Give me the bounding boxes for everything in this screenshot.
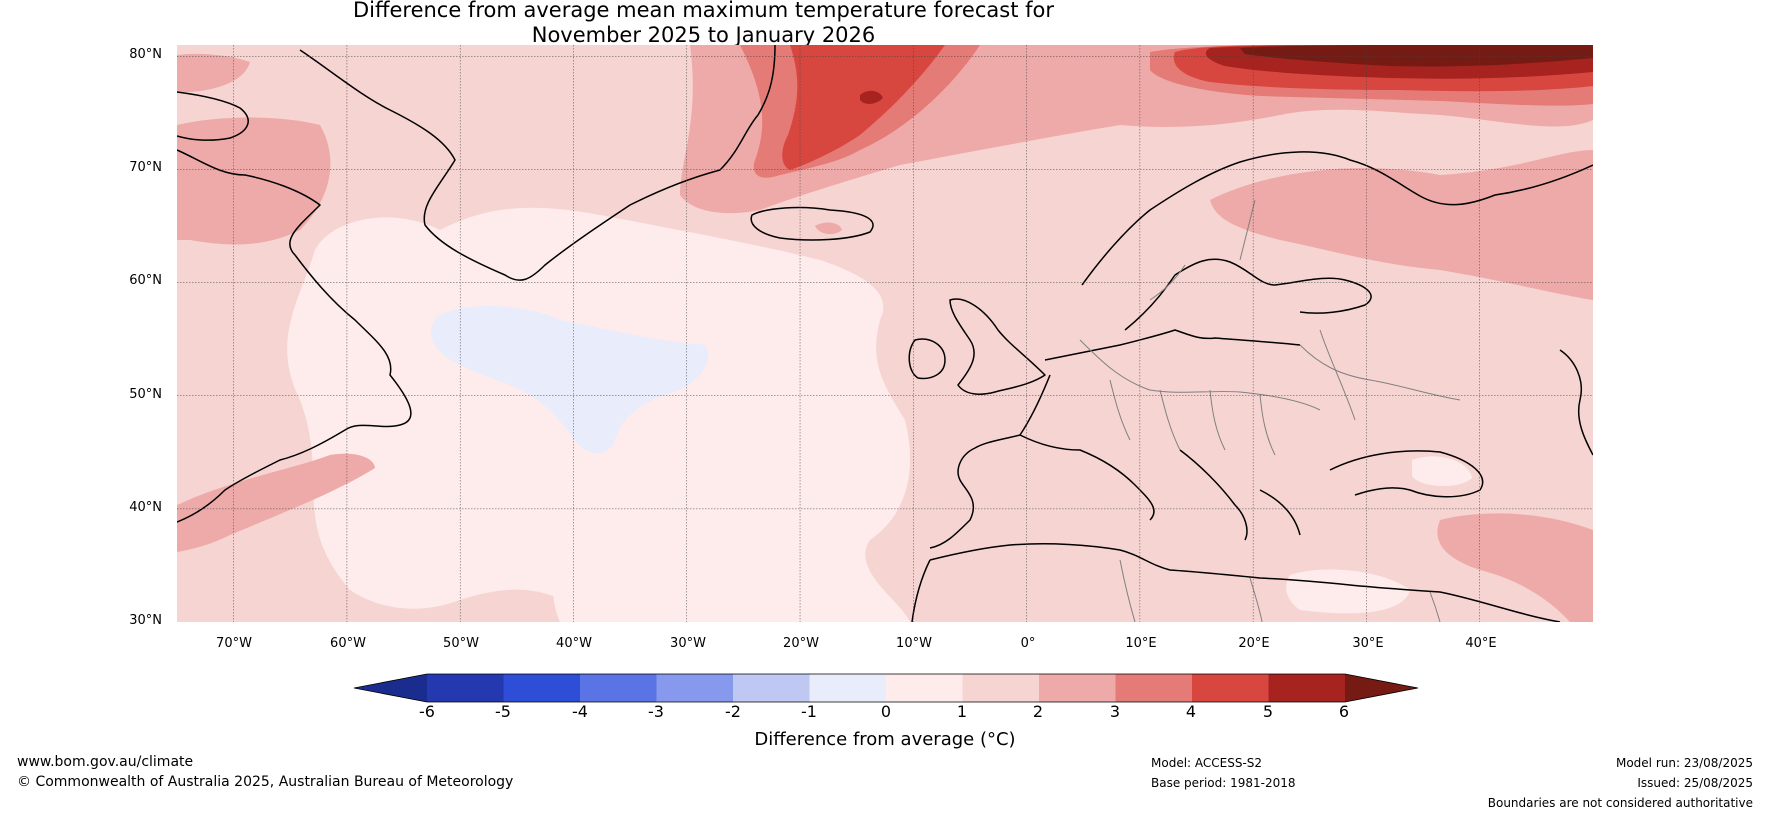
lon-label-50w: 50°W <box>443 636 479 651</box>
colorbar-tick-label: 6 <box>1338 702 1350 721</box>
colorbar-segment <box>962 674 1040 702</box>
footer-model-run: Model run: 23/08/2025 <box>1615 756 1753 770</box>
lon-label-40e: 40°E <box>1465 636 1497 651</box>
anomaly-0-1-azores <box>552 426 794 622</box>
lon-label-20e: 20°E <box>1238 636 1270 651</box>
baffin-coast <box>177 91 249 141</box>
colorbar-segment <box>580 674 657 702</box>
colorbar-segment <box>809 674 887 702</box>
colorbar-tick-label: 5 <box>1262 702 1274 721</box>
colorbar-label: Difference from average (°C) <box>754 729 1016 750</box>
colorbar-extend-min <box>354 674 427 702</box>
norway-coast <box>1081 151 1593 286</box>
lat-label-40n: 40°N <box>129 500 162 515</box>
colorbar-tick-label: -6 <box>419 702 435 721</box>
iceland-coast <box>750 206 874 241</box>
footer-issued: Issued: 25/08/2025 <box>1637 776 1753 790</box>
lon-label-20w: 20°W <box>783 636 819 651</box>
lon-label-10e: 10°E <box>1125 636 1157 651</box>
lat-label-80n: 80°N <box>129 47 162 62</box>
anomaly-above-6 <box>1240 45 1593 67</box>
anomaly-2-3-newfoundland <box>177 453 375 552</box>
map-title: Difference from average mean maximum tem… <box>0 0 1407 48</box>
lat-label-60n: 60°N <box>129 273 162 288</box>
colorbar-tick-label: -1 <box>801 702 817 721</box>
colorbar-segment <box>1115 674 1193 702</box>
colorbar-segment <box>1268 674 1346 702</box>
anomaly-2-3-middle-east <box>1437 513 1593 622</box>
footer-copyright: © Commonwealth of Australia 2025, Austra… <box>17 774 514 790</box>
anomaly-minus1-0 <box>431 305 709 454</box>
europe-coast <box>929 329 1484 549</box>
lon-label-0: 0° <box>1020 636 1036 651</box>
colorbar-tick-label: -2 <box>725 702 741 721</box>
lon-label-70w: 70°W <box>216 636 252 651</box>
colorbar-outline <box>353 673 1419 703</box>
africa-coast <box>911 543 1561 622</box>
colorbar-segment <box>656 674 734 702</box>
colorbar-tick-label: 2 <box>1032 702 1044 721</box>
anomaly-2-3-russia <box>1210 150 1593 300</box>
anomaly-5-6-greenland-spot <box>860 90 883 104</box>
colorbar-segment <box>733 674 810 702</box>
colorbar-segment <box>427 674 504 702</box>
anomaly-2-3-iceland-spot <box>815 222 842 235</box>
sweden-finland-coast <box>1124 258 1372 331</box>
title-line-1: Difference from average mean maximum tem… <box>353 0 1054 22</box>
lat-label-50n: 50°N <box>129 387 162 402</box>
footer-base-period: Base period: 1981-2018 <box>1151 776 1296 790</box>
anomaly-0-1-n-africa <box>1286 569 1410 614</box>
lon-label-60w: 60°W <box>330 636 366 651</box>
colorbar-extend-max <box>1345 674 1418 702</box>
colorbar-tick-label: -3 <box>648 702 664 721</box>
greenland-coast <box>299 45 776 281</box>
lat-label-70n: 70°N <box>129 160 162 175</box>
lon-label-40w: 40°W <box>556 636 592 651</box>
anomaly-0-1-black-sea <box>1412 456 1472 487</box>
canada-coast <box>177 149 412 523</box>
footer-model: Model: ACCESS-S2 <box>1151 756 1263 770</box>
colorbar-tick-label: 4 <box>1185 702 1197 721</box>
lat-label-30n: 30°N <box>129 613 162 628</box>
title-line-2: November 2025 to January 2026 <box>531 23 876 47</box>
colorbar-tick-label: 3 <box>1109 702 1121 721</box>
anomaly-2-3-labrador <box>177 117 331 245</box>
lon-label-30e: 30°E <box>1352 636 1384 651</box>
british-isles-coast <box>949 298 1046 395</box>
colorbar-tick-label: -5 <box>495 702 511 721</box>
lon-label-10w: 10°W <box>896 636 932 651</box>
lon-label-30w: 30°W <box>670 636 706 651</box>
colorbar-tick-label: -4 <box>572 702 588 721</box>
coastlines <box>177 45 1593 622</box>
ireland-coast <box>908 338 946 380</box>
colorbar-segment <box>1039 674 1116 702</box>
colorbar-segment <box>1192 674 1269 702</box>
footer-disclaimer: Boundaries are not considered authoritat… <box>1487 796 1753 810</box>
footer-url: www.bom.gov.au/climate <box>17 754 194 770</box>
graticule <box>177 45 1593 622</box>
anomaly-2-3-nw <box>177 53 250 92</box>
country-borders <box>1079 199 1461 622</box>
caspian-east-coast <box>1559 349 1593 456</box>
colorbar-tick-label: 1 <box>956 702 968 721</box>
anomaly-4-5-east-greenland <box>782 45 945 170</box>
colorbar-segment <box>886 674 963 702</box>
colorbar-tick-label: 0 <box>880 702 892 721</box>
colorbar-segment <box>503 674 581 702</box>
